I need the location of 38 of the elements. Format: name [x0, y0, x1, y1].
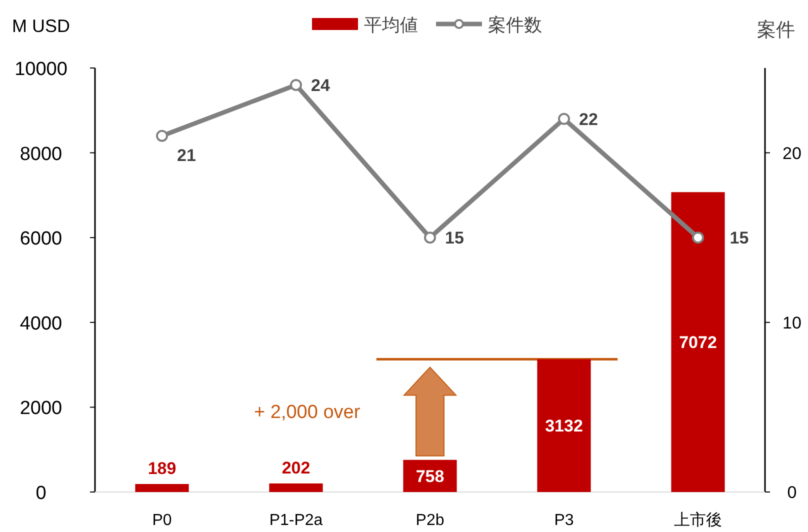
bar [671, 192, 725, 492]
data-label: 7072 [679, 333, 717, 352]
x-tick-label: P0 [152, 512, 172, 529]
data-label: 21 [177, 146, 196, 165]
legend-label: 平均値 [364, 15, 418, 35]
bar [135, 484, 189, 492]
point [692, 232, 704, 244]
data-label: 3132 [545, 416, 583, 436]
data-label: 24 [311, 76, 330, 95]
y2-tick-label: 20 [782, 144, 802, 163]
point [424, 232, 436, 244]
point [290, 78, 302, 91]
point [558, 112, 570, 125]
data-label: 189 [148, 458, 176, 478]
y2-tick-label: 10 [782, 313, 802, 332]
y-tick-label: 0 [36, 483, 46, 504]
data-label: 15 [730, 228, 749, 248]
bar [269, 483, 323, 492]
data-label: 15 [445, 228, 464, 248]
point [156, 130, 168, 142]
legend-label: 案件数 [488, 15, 542, 35]
y-tick-label: 2000 [20, 398, 62, 420]
data-label: 758 [416, 466, 444, 486]
x-tick-label: P3 [554, 512, 574, 529]
y-tick-label: 10000 [14, 59, 68, 80]
y2-tick-label: 0 [787, 483, 797, 502]
x-tick-label: P1-P2a [269, 512, 323, 529]
x-tick-label: P2b [416, 512, 444, 529]
y-tick-label: 8000 [20, 144, 62, 165]
y-axis-title: M USD [12, 16, 70, 36]
y-tick-label: 4000 [20, 313, 62, 334]
x-tick-label: 上市後 [674, 511, 722, 529]
data-label: 202 [282, 458, 310, 478]
y-tick-label: 6000 [20, 228, 62, 250]
y2-axis-title: 案件 [757, 19, 795, 41]
bar [537, 359, 591, 492]
data-label: 22 [579, 110, 598, 129]
annotation: + 2,000 over [254, 402, 361, 423]
